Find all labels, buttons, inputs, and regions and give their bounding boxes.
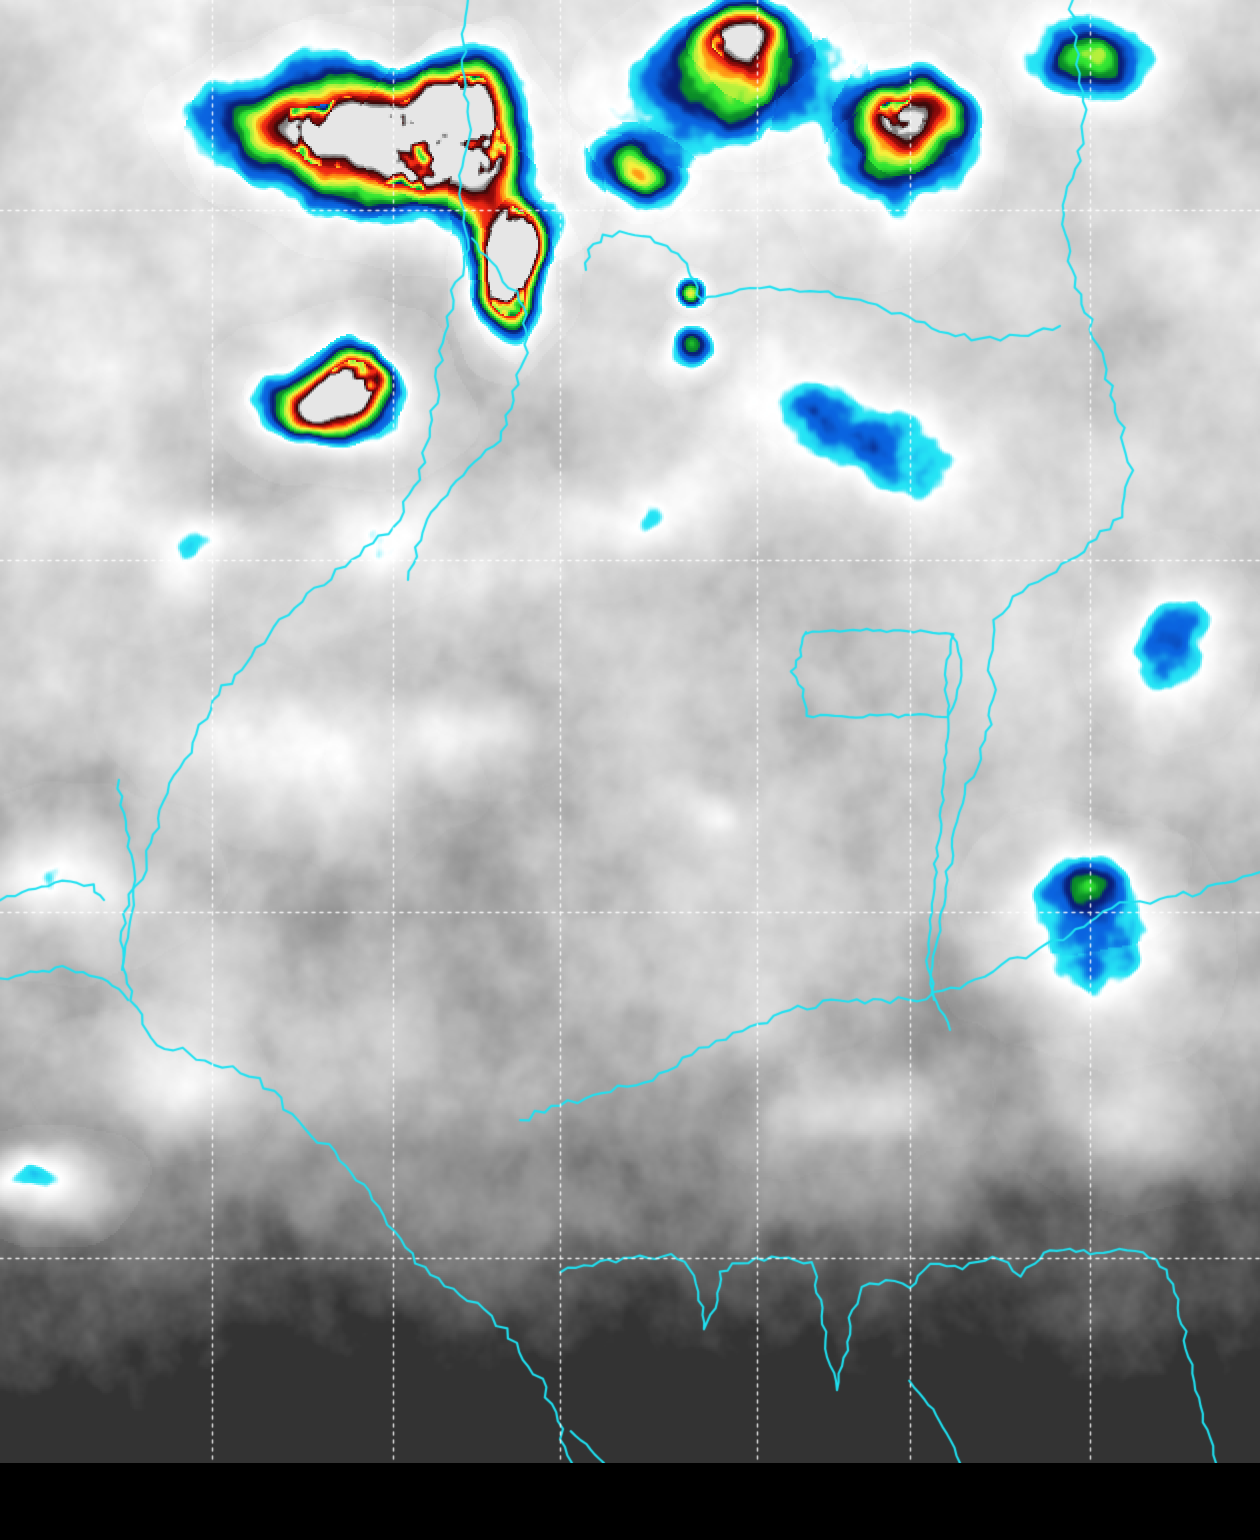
satellite-image-panel: [0, 0, 1260, 1463]
brightness-temperature-raster: [0, 0, 1260, 1463]
caption-bar: GOES-16 Band 13 Brightness Temperature […: [0, 1463, 1260, 1540]
